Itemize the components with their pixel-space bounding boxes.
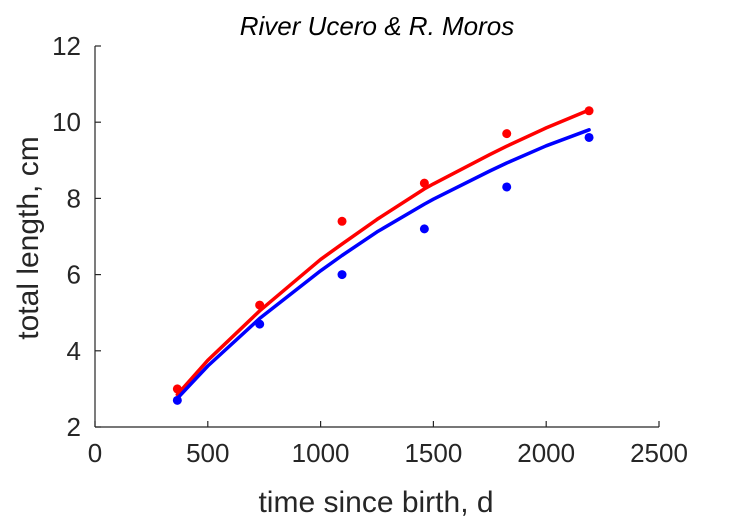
y-tick-label: 8 (67, 183, 81, 213)
x-tick-label: 0 (88, 438, 102, 468)
y-tick-label: 10 (52, 107, 81, 137)
x-axis: 0 500 1000 1500 2000 2500 (88, 421, 688, 468)
data-point-series-1 (255, 319, 265, 329)
data-point-series-1 (172, 395, 182, 405)
y-tick-label: 12 (52, 31, 81, 61)
data-point-series-0 (502, 129, 512, 139)
data-point-series-0 (419, 178, 429, 188)
fit-curve-series-0 (175, 108, 591, 397)
data-point-series-1 (584, 132, 594, 142)
x-tick-label: 2500 (630, 438, 688, 468)
x-axis-title: time since birth, d (258, 486, 493, 519)
data-point-series-1 (419, 224, 429, 234)
y-axis: 2 4 6 8 10 12 (52, 31, 101, 442)
x-tick-label: 2000 (517, 438, 575, 468)
data-point-series-1 (502, 182, 512, 192)
x-tick-label: 1000 (292, 438, 350, 468)
y-tick-label: 6 (67, 260, 81, 290)
plot-area (172, 106, 594, 405)
x-tick-label: 1500 (404, 438, 462, 468)
data-point-series-1 (337, 270, 347, 280)
fit-curve-series-1 (175, 128, 591, 401)
x-tick-label: 500 (186, 438, 229, 468)
y-axis-title: total length, cm (12, 136, 45, 339)
data-point-series-0 (584, 106, 594, 116)
data-point-series-0 (337, 216, 347, 226)
y-tick-label: 2 (67, 412, 81, 442)
y-tick-label: 4 (67, 336, 81, 366)
chart-title: River Ucero & R. Moros (240, 11, 515, 41)
data-point-series-0 (172, 384, 182, 394)
data-point-series-0 (255, 300, 265, 310)
